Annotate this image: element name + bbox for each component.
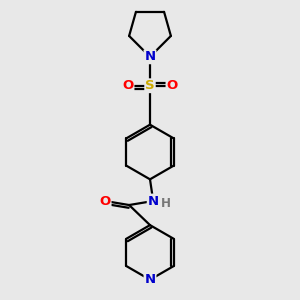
Text: O: O: [99, 194, 111, 208]
Text: O: O: [167, 79, 178, 92]
Text: O: O: [122, 79, 134, 92]
Text: N: N: [144, 50, 156, 63]
Text: N: N: [148, 194, 159, 208]
Text: S: S: [145, 79, 155, 92]
Text: N: N: [144, 273, 156, 286]
Text: H: H: [161, 196, 171, 209]
